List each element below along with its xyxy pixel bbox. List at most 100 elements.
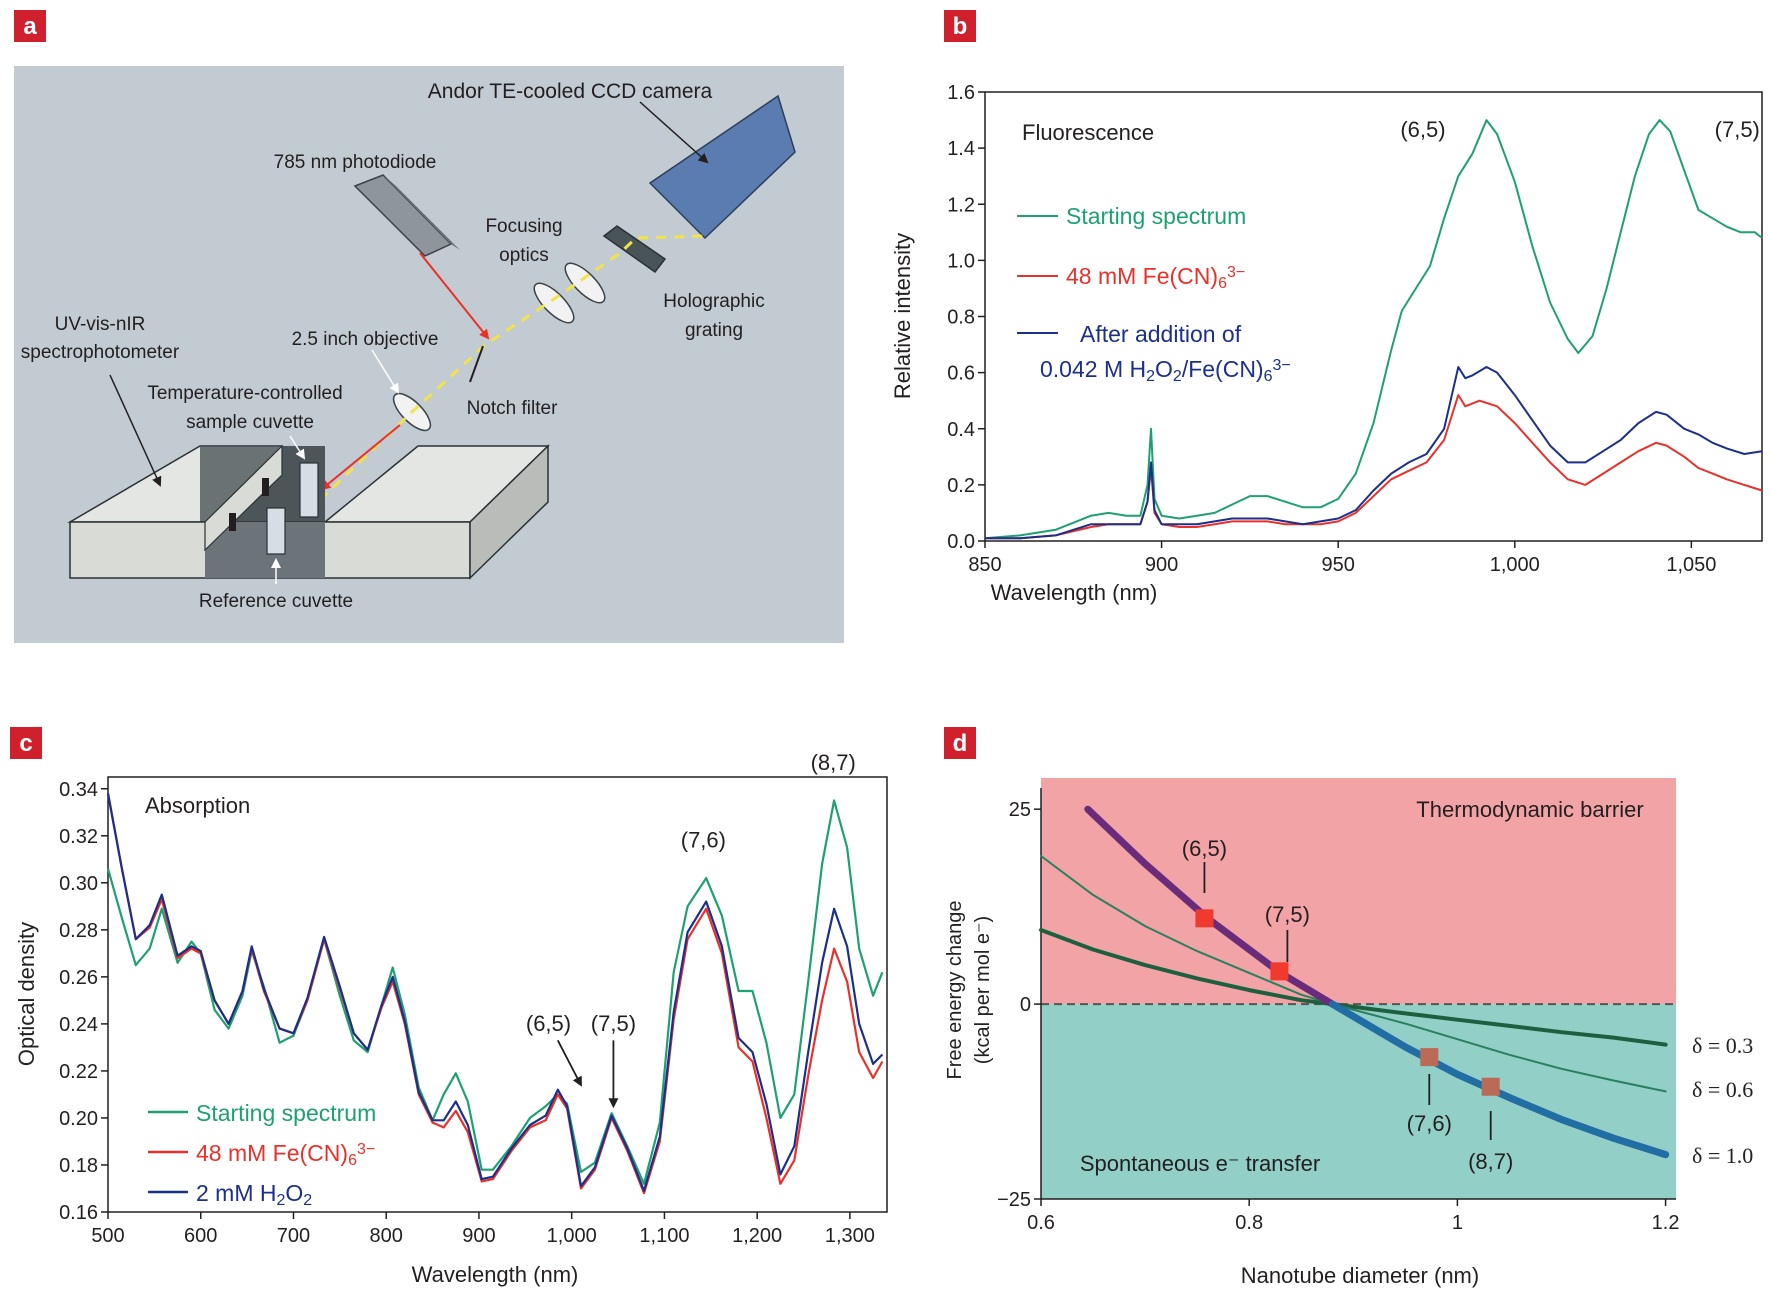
divider-wall [204, 444, 283, 552]
absorb-arrow-6-5 [556, 1039, 582, 1087]
sample-cuvette [299, 462, 319, 518]
nanotube-point-label-1: (7,5) [1265, 902, 1310, 927]
fluor-legend-label-2-part-0: After addition of [1080, 321, 1242, 347]
absorb-ytick-label: 0.28 [59, 920, 98, 942]
fluor-ytick-label: 1.2 [947, 194, 975, 216]
absorb-xtick-label: 1,000 [547, 1225, 597, 1247]
fluor-legend-label-2-line2-part-2: O [1155, 356, 1173, 382]
nanotube-point-2 [1420, 1048, 1439, 1067]
laser-beam-2 [320, 424, 401, 491]
label-spectro-1: UV-vis-nIR [55, 314, 146, 335]
signal-beam [318, 234, 709, 502]
panel-d-badge [944, 727, 976, 759]
barrier-label: Thermodynamic barrier [1416, 797, 1643, 822]
fluor-series-line-2 [985, 366, 1763, 540]
fluor-xlabel: Wavelength (nm) [991, 580, 1158, 605]
fluor-legend-label-1-part-2: 3− [1227, 264, 1245, 281]
absorb-ytick-label: 0.18 [59, 1155, 98, 1177]
absorb-xtick-label: 700 [277, 1225, 310, 1247]
fluor-peak-label: (6,5) [1400, 117, 1445, 142]
absorb-peak-label: (7,5) [591, 1011, 636, 1036]
energy-xtick-label: 1 [1452, 1212, 1463, 1234]
spontaneous-label: Spontaneous e⁻ transfer [1080, 1151, 1320, 1176]
spontaneous-region [1041, 1004, 1676, 1199]
absorb-xtick-label: 500 [91, 1225, 124, 1247]
fluor-ytick-label: 1.0 [947, 250, 975, 272]
absorb-peak-label: (8,7) [811, 750, 856, 775]
energy-xtick-label: 0.8 [1235, 1212, 1263, 1234]
panel-c-badge-label: c [19, 730, 32, 757]
fluor-ytick-label: 0.2 [947, 475, 975, 497]
label-objective: 2.5 inch objective [292, 329, 439, 350]
absorb-ytick-label: 0.16 [59, 1202, 98, 1224]
absorb-series-line-1 [106, 793, 884, 1195]
panel-b-badge-label: b [953, 13, 968, 40]
absorb-xtick-label: 1,300 [825, 1225, 875, 1247]
fluor-legend-label-2-line2-part-1: 2 [1146, 368, 1155, 385]
fluor-legend-label-2-line2-part-3: 2 [1173, 368, 1182, 385]
absorb-ytick-label: 0.30 [59, 873, 98, 895]
fluor-legend-label-1-part-1: 6 [1218, 275, 1227, 292]
fluor-series-line-1 [985, 394, 1763, 540]
sample-pointer [289, 435, 306, 460]
absorb-xtick-label: 1,200 [732, 1225, 782, 1247]
fluor-ytick-label: 1.4 [947, 138, 975, 160]
wall-window-2 [262, 478, 269, 496]
absorb-peak-label: (7,6) [681, 828, 726, 853]
absorb-xtick-label: 1,100 [639, 1225, 689, 1247]
label-notch-filter: Notch filter [467, 398, 558, 419]
fluor-peak-label: (7,5) [1715, 117, 1760, 142]
absorb-legend-label-2-part-0: 2 mM H [196, 1180, 277, 1206]
label-photodiode: 785 nm photodiode [274, 152, 437, 173]
camera-pointer [639, 101, 709, 164]
absorption-chart: 500 600 700 800 900 1,000 1,100 1,200 1,300 0.16 0… [14, 750, 888, 1287]
ccd-camera-block [648, 94, 796, 240]
absorb-series-line-0 [106, 799, 884, 1185]
label-ccd-camera: Andor TE-cooled CCD camera [428, 80, 713, 103]
sample-well-inner [200, 446, 282, 522]
energy-xlabel: Nanotube diameter (nm) [1241, 1263, 1479, 1288]
absorb-ytick-label: 0.20 [59, 1108, 98, 1130]
fluor-ytick-label: 0.8 [947, 307, 975, 329]
energy-ytick-label: 25 [1009, 799, 1031, 821]
fluor-ytick-label: 0.0 [947, 531, 975, 553]
energy-ytick-label: 0 [1020, 994, 1031, 1016]
absorb-ytick-label: 0.26 [59, 967, 98, 989]
nanotube-point-label-2: (7,6) [1407, 1111, 1452, 1136]
fluor-xtick-label: 900 [1145, 554, 1178, 576]
wall-window-1 [229, 513, 236, 531]
fluor-legend-label-2-line2: 0.042 M H2O2/Fe(CN)63− [1040, 356, 1291, 385]
nanotube-point-label-3: (8,7) [1468, 1149, 1513, 1174]
label-reference-cuvette: Reference cuvette [199, 591, 353, 612]
energy-xtick-label: 1.2 [1652, 1212, 1680, 1234]
free-energy-chart: 0.6 0.8 1 1.2 −25 0 25 δ = 0.3 δ = 0.6 δ = 1.0 (6,… [944, 778, 1753, 1288]
label-spectro-2: spectrophotometer [21, 342, 180, 363]
absorb-ytick-label: 0.34 [59, 779, 98, 801]
absorb-legend-label-2-part-3: 2 [303, 1192, 312, 1209]
absorb-legend-label-1: 48 mM Fe(CN)63− [196, 1140, 375, 1169]
energy-ytick-label: −25 [997, 1189, 1031, 1211]
absorb-xlabel: Wavelength (nm) [412, 1262, 579, 1287]
delta-label-1: δ = 0.6 [1692, 1077, 1753, 1102]
energy-ylabel-1: Free energy change [944, 900, 966, 1079]
fluor-ytick-label: 0.4 [947, 419, 975, 441]
absorb-legend-label-2-part-1: 2 [277, 1192, 286, 1209]
label-temp-1: Temperature-controlled [147, 383, 342, 404]
absorb-xtick-label: 800 [370, 1225, 403, 1247]
panel-b-badge [944, 10, 976, 42]
absorb-legend-label-1-part-0: 48 mM Fe(CN) [196, 1140, 348, 1166]
fluor-legend-label-2-line2-part-4: /Fe(CN) [1182, 356, 1264, 382]
label-grating-1: Holographic [663, 291, 764, 312]
absorb-legend-label-2-part-2: O [285, 1180, 303, 1206]
fluor-legend-label-2-line2-part-0: 0.042 M H [1040, 356, 1146, 382]
fluor-legend-label-1-part-0: 48 mM Fe(CN) [1066, 263, 1218, 289]
panel-a-badge-label: a [23, 13, 37, 40]
objective-pointer [371, 349, 400, 394]
focusing-lens-2 [564, 262, 606, 304]
fluor-xtick-label: 1,000 [1490, 554, 1540, 576]
nanotube-point-0 [1195, 909, 1214, 928]
label-grating-2: grating [685, 320, 743, 341]
fluor-legend-label-1: 48 mM Fe(CN)63− [1066, 263, 1245, 292]
grating-block [602, 225, 667, 274]
